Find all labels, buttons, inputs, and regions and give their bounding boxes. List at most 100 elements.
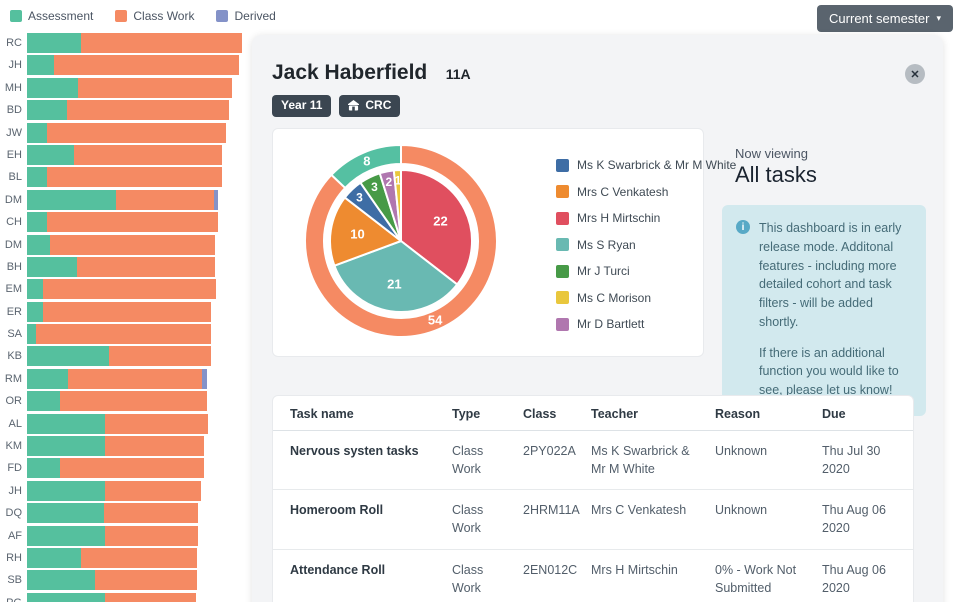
class-work-segment[interactable] (109, 346, 211, 367)
student-bar-row[interactable]: BL (0, 167, 252, 188)
assessment-segment[interactable] (27, 33, 81, 53)
pie-slice-ms-s-ryan[interactable] (333, 240, 459, 313)
class-work-segment[interactable] (77, 256, 215, 277)
class-work-segment[interactable] (116, 189, 214, 210)
assessment-segment[interactable] (27, 368, 68, 389)
class-work-segment[interactable] (60, 391, 207, 412)
assessment-segment[interactable] (27, 189, 116, 210)
assessment-segment[interactable] (27, 122, 47, 143)
class-work-segment[interactable] (78, 77, 232, 98)
class-work-segment[interactable] (47, 167, 222, 188)
assessment-segment[interactable] (27, 458, 60, 479)
student-bar-row[interactable]: PG (0, 592, 252, 602)
pie-legend-item[interactable]: Mrs C Venkatesh (556, 185, 736, 199)
derived-segment[interactable] (214, 189, 218, 210)
assessment-segment[interactable] (27, 413, 105, 434)
student-bar-row[interactable]: JH (0, 55, 252, 76)
outer-ring-class-work[interactable] (304, 144, 498, 338)
class-work-segment[interactable] (74, 144, 222, 165)
assessment-segment[interactable] (27, 256, 77, 277)
class-work-segment[interactable] (105, 436, 204, 457)
class-work-segment[interactable] (105, 480, 201, 501)
class-work-segment[interactable] (104, 503, 198, 524)
student-bar-row[interactable]: AL (0, 413, 252, 434)
student-bar-row[interactable]: KM (0, 436, 252, 457)
student-bar-row[interactable]: KB (0, 346, 252, 367)
student-bar-row[interactable]: SB (0, 570, 252, 591)
assessment-segment[interactable] (27, 212, 47, 233)
assessment-segment[interactable] (27, 503, 104, 524)
assessment-segment[interactable] (27, 167, 47, 188)
assessment-segment[interactable] (27, 301, 43, 322)
student-bar-row[interactable]: SA (0, 324, 252, 345)
assessment-segment[interactable] (27, 100, 67, 121)
assessment-segment[interactable] (27, 77, 78, 98)
assessment-segment[interactable] (27, 525, 105, 546)
student-bar-row[interactable]: JW (0, 122, 252, 143)
pie-legend-item[interactable]: Ms K Swarbrick & Mr M White (556, 158, 736, 172)
assessment-segment[interactable] (27, 279, 43, 300)
assessment-segment[interactable] (27, 570, 95, 591)
legend-item-assessment[interactable]: Assessment (10, 9, 93, 23)
student-bar-row[interactable]: FD (0, 458, 252, 479)
task-row[interactable]: Homeroom Roll Class Work 2HRM11A Mrs C Venk… (273, 489, 913, 550)
assessment-segment[interactable] (27, 346, 109, 367)
pie-legend-item[interactable]: Ms S Ryan (556, 238, 736, 252)
class-work-segment[interactable] (105, 592, 196, 602)
assessment-segment[interactable] (27, 436, 105, 457)
pie-slice-mrs-h-mirtschin[interactable] (400, 169, 473, 286)
student-bar-row[interactable]: MH (0, 77, 252, 98)
class-work-segment[interactable] (60, 458, 204, 479)
assessment-segment[interactable] (27, 144, 74, 165)
student-bar-row[interactable]: OR (0, 391, 252, 412)
assessment-segment[interactable] (27, 547, 81, 568)
task-row[interactable]: Attendance Roll Class Work 2EN012C Mrs H Mi… (273, 549, 913, 602)
legend-item-derived[interactable]: Derived (216, 9, 276, 23)
assessment-segment[interactable] (27, 324, 36, 345)
class-work-segment[interactable] (105, 413, 208, 434)
class-work-segment[interactable] (68, 368, 202, 389)
student-bar-row[interactable]: EH (0, 144, 252, 165)
class-work-segment[interactable] (67, 100, 229, 121)
student-bar-row[interactable]: RH (0, 547, 252, 568)
student-bar-row[interactable]: JH (0, 480, 252, 501)
legend-item-class-work[interactable]: Class Work (115, 9, 194, 23)
assessment-segment[interactable] (27, 234, 50, 255)
class-work-segment[interactable] (54, 55, 239, 76)
student-bar-row[interactable]: EM (0, 279, 252, 300)
assessment-segment[interactable] (27, 480, 105, 501)
class-work-segment[interactable] (50, 234, 215, 255)
close-icon[interactable]: ✕ (905, 64, 925, 84)
assessment-segment[interactable] (27, 55, 54, 76)
class-work-segment[interactable] (43, 279, 216, 300)
student-bar-row[interactable]: DQ (0, 503, 252, 524)
class-work-segment[interactable] (43, 301, 211, 322)
student-bar-row[interactable]: AF (0, 525, 252, 546)
student-bar-row[interactable]: DM (0, 189, 252, 210)
current-semester-dropdown[interactable]: Current semester ▾ (817, 5, 953, 32)
class-work-segment[interactable] (81, 33, 242, 53)
class-work-segment[interactable] (105, 525, 198, 546)
class-work-segment[interactable] (47, 212, 218, 233)
pie-slice-mrs-c-venkatesh[interactable] (329, 196, 402, 267)
derived-segment[interactable] (202, 368, 207, 389)
student-bar-row[interactable]: CH (0, 212, 252, 233)
outer-ring-assessment[interactable] (330, 144, 402, 189)
pie-legend-item[interactable]: Mrs H Mirtschin (556, 211, 736, 225)
assessment-segment[interactable] (27, 592, 105, 602)
class-work-segment[interactable] (47, 122, 226, 143)
pie-legend-item[interactable]: Mr D Bartlett (556, 317, 736, 331)
student-bar-row[interactable]: DM (0, 234, 252, 255)
student-bar-row[interactable]: ER (0, 301, 252, 322)
student-bar-row[interactable]: RM (0, 368, 252, 389)
assessment-segment[interactable] (27, 391, 60, 412)
student-bar-row[interactable]: BH (0, 256, 252, 277)
task-row[interactable]: Nervous systen tasks Class Work 2PY022A Ms … (273, 430, 913, 491)
class-work-segment[interactable] (81, 547, 197, 568)
class-work-segment[interactable] (36, 324, 211, 345)
class-work-segment[interactable] (95, 570, 197, 591)
pie-legend-item[interactable]: Mr J Turci (556, 264, 736, 278)
student-bar-row[interactable]: BD (0, 100, 252, 121)
student-bar-row[interactable]: RC (0, 33, 252, 53)
pie-legend-item[interactable]: Ms C Morison (556, 291, 736, 305)
